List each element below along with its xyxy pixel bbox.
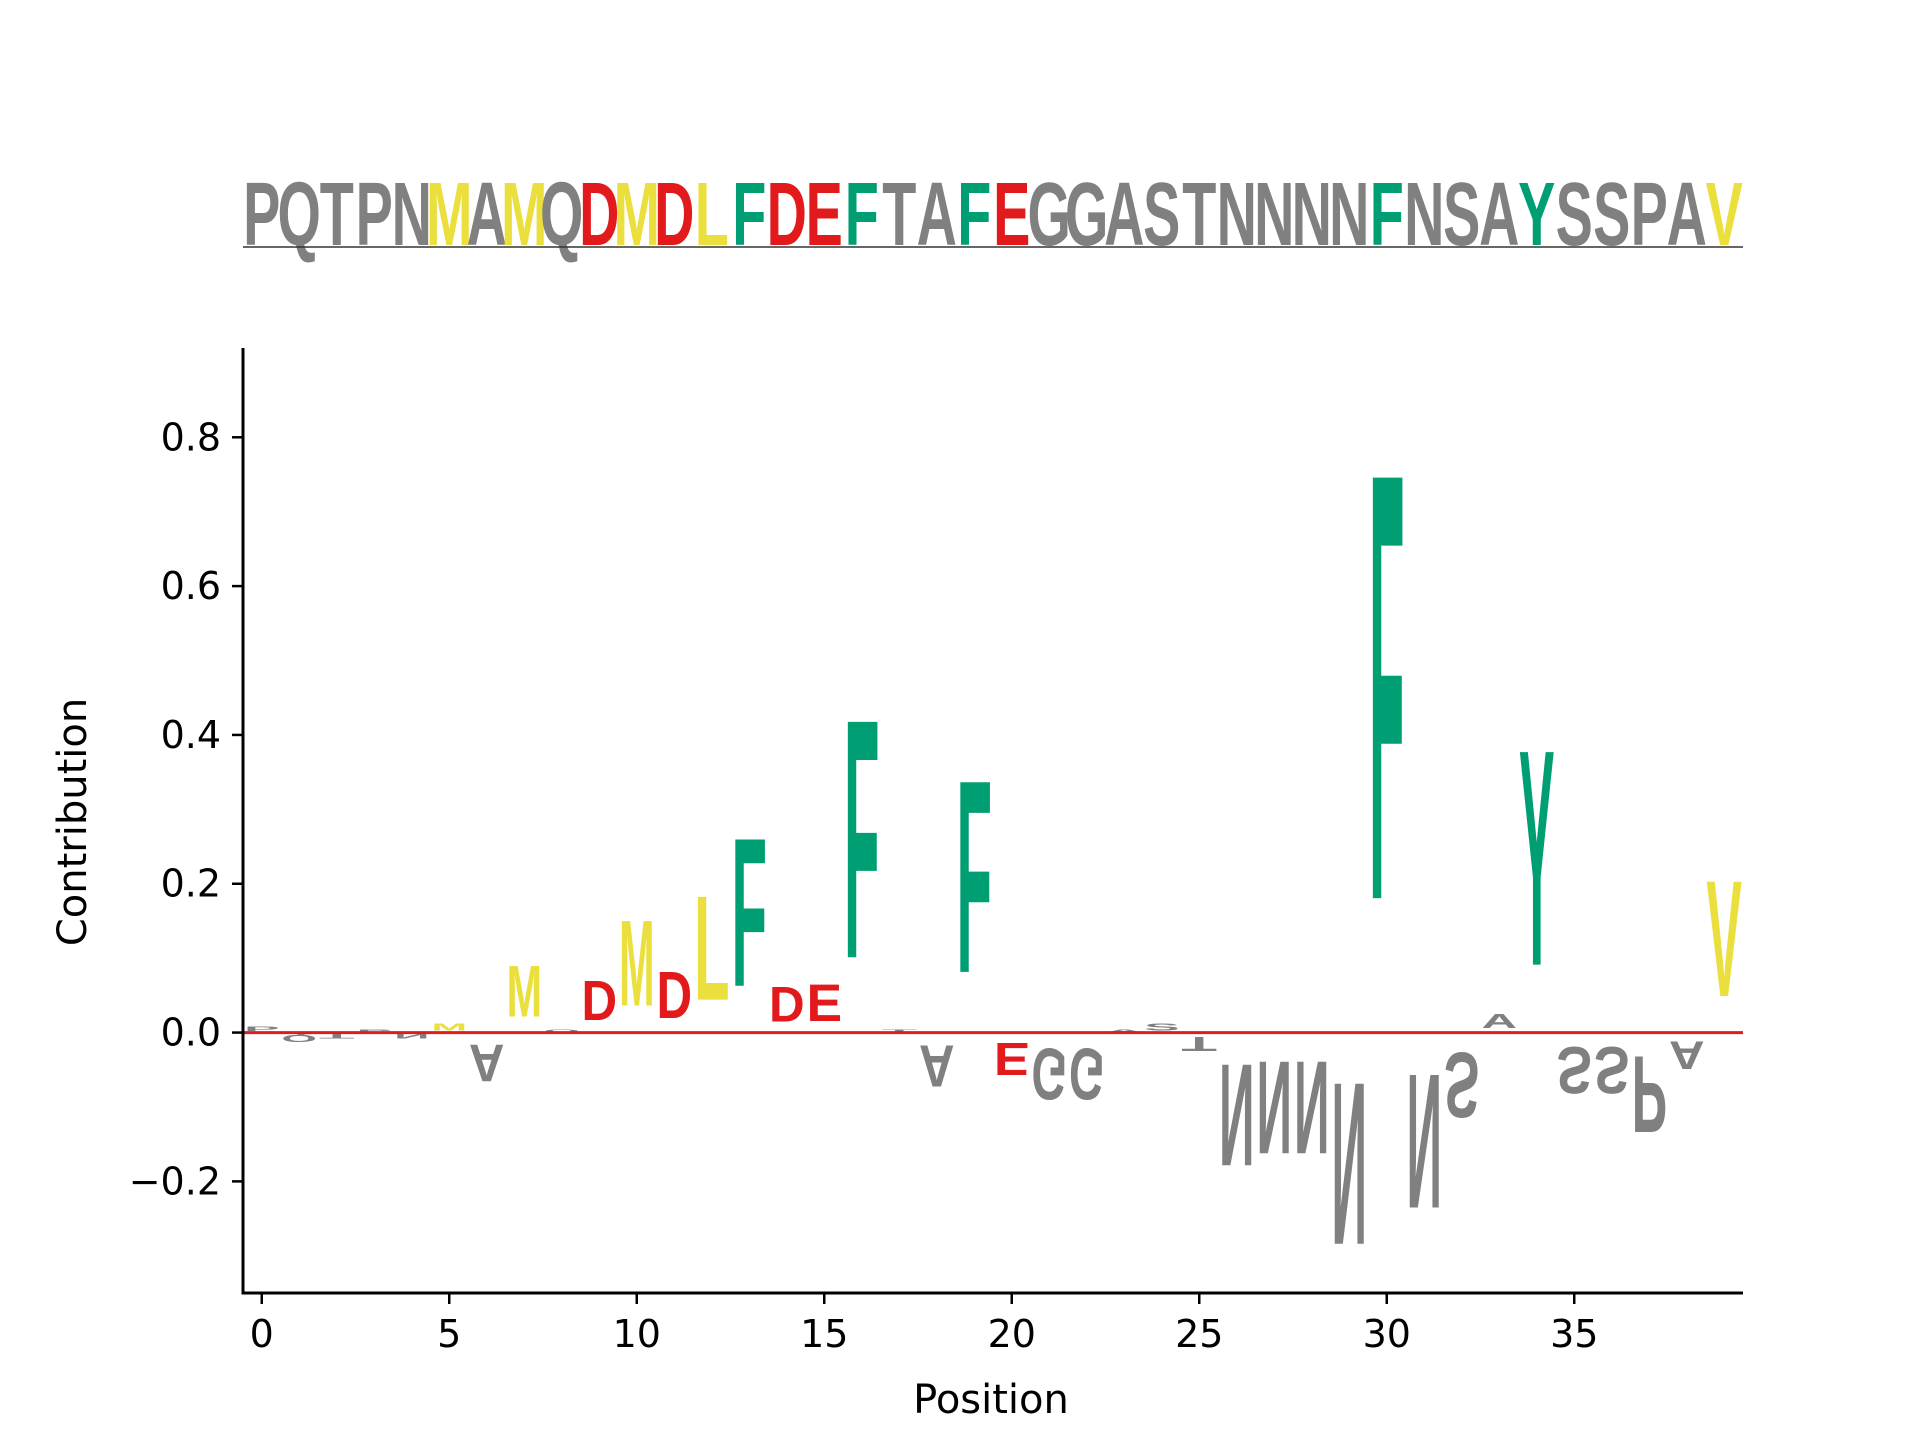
sequence-letter: N [1217,163,1257,264]
x-axis-ticks: 0 5 10 15 20 25 30 35 [250,1293,1599,1356]
logo-letter: E [994,1033,1030,1085]
sequence-letter: E [993,163,1030,264]
y-tick-label: 0.8 [161,415,221,459]
y-tick-label: −0.2 [129,1159,221,1203]
logo-letter: D [769,976,805,1032]
sequence-letter: N [1254,163,1294,264]
logo-letter: N [1256,1033,1292,1181]
sequence-letter: Y [1518,163,1555,264]
sequence-letter: P [356,163,393,264]
sequence-letter: P [1631,163,1668,264]
sequence-letter: D [767,163,807,264]
sequence-letter: M [614,163,660,264]
sequence-letter: P [243,163,280,264]
sequence-letter: L [695,163,729,264]
logo-letter: A [469,1033,505,1092]
logo-letter: E [806,974,842,1033]
x-tick-label: 25 [1175,1312,1223,1356]
logo-letter: M [506,951,542,1033]
sequence-letter: F [1370,163,1404,264]
logo-letter: A [919,1033,955,1101]
logo-letter: Y [1519,684,1555,1030]
logo-letter: D [656,959,692,1033]
sequence-letter: N [1292,163,1332,264]
sequence-letter: S [1443,163,1480,264]
logo-letter: F [731,795,767,1032]
y-tick-label: 0.0 [161,1011,221,1055]
sequence-letter: A [1104,163,1144,264]
logo-letter: V [1706,847,1741,1033]
x-axis-label: Position [913,1377,1069,1423]
x-tick-label: 30 [1363,1312,1411,1356]
sequence-letter: G [1028,163,1071,264]
logo-letter: S [1144,1022,1180,1033]
logo-letter: M [431,1021,467,1032]
logo-letter: S [1444,1032,1480,1136]
x-tick-label: 15 [800,1312,848,1356]
sequence-letter: T [320,163,354,264]
logo-letter: N [1294,1033,1330,1181]
x-tick-label: 10 [613,1312,661,1356]
logo-letter: A [1481,1010,1517,1032]
logo-letter: L [694,865,730,1032]
x-tick-label: 20 [988,1312,1036,1356]
sequence-letter: S [1593,163,1630,264]
sequence-letter: D [654,163,694,264]
logo-letter: A [1669,1032,1705,1077]
x-tick-label: 35 [1550,1312,1598,1356]
logo-letter: S [1556,1033,1592,1108]
sequence-letter: A [917,163,957,264]
y-axis-ticks: −0.2 0.0 0.2 0.4 0.6 0.8 [129,415,243,1203]
sequence-letter: A [1479,163,1519,264]
y-axis-label: Contribution [50,698,96,946]
logo-letter: F [1369,346,1405,1029]
logo-letter: G [1069,1033,1105,1114]
sequence-letter: M [426,163,472,264]
sequence-letter: Q [278,163,321,264]
sequence-letter: A [1667,163,1707,264]
sequence-letter: F [845,163,879,264]
y-tick-label: 0.6 [161,564,221,608]
logo-letter: S [1594,1033,1630,1108]
logo-letter: P [1631,1033,1667,1155]
logo-letter: N [1219,1033,1255,1196]
sequence-letter: V [1706,163,1743,264]
sequence-letter: E [806,163,843,264]
sequence-letter: N [1404,163,1444,264]
sequence-letter: N [1329,163,1369,264]
logo-letter: M [619,896,655,1032]
sequence-letter: T [1182,163,1216,264]
logo-letter: N [1406,1034,1442,1249]
sequence-letter: F [957,163,991,264]
y-tick-label: 0.2 [161,862,221,906]
logo-letter: T [1181,1032,1217,1054]
sequence-letter: F [732,163,766,264]
logo-letter: G [1031,1033,1067,1114]
logo-letter: D [581,970,617,1033]
x-tick-label: 0 [250,1312,274,1356]
y-tick-label: 0.4 [161,713,221,757]
sequence-letter: T [882,163,916,264]
x-tick-label: 5 [437,1312,461,1356]
sequence-letter: Q [540,163,583,264]
logo-letter: N [1331,1034,1367,1294]
sequence-letter: S [1143,163,1180,264]
sequence-letter: G [1065,163,1108,264]
logo-letter: F [844,649,880,1031]
sequence-letter: S [1556,163,1593,264]
logo-letter: F [956,724,992,1031]
